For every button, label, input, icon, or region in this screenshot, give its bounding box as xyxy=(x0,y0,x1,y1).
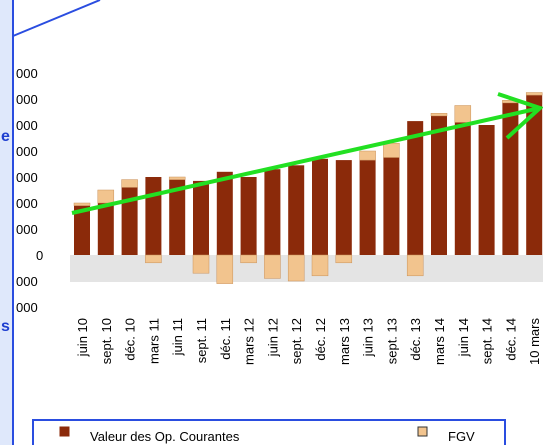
trend-arrow-head xyxy=(497,92,543,140)
x-tick-label: juin 11 xyxy=(170,318,185,356)
x-tick-label: mars 11 xyxy=(146,318,161,364)
bar xyxy=(97,189,115,204)
bar xyxy=(430,113,448,117)
bar xyxy=(73,202,91,206)
x-tick-label: sept. 11 xyxy=(194,318,209,363)
x-tick-label: sept. 10 xyxy=(99,318,114,364)
y-tick-label: 000 xyxy=(16,92,38,107)
y-tick-label: 000 xyxy=(16,222,38,237)
bar xyxy=(431,115,447,256)
legend-swatch xyxy=(59,426,70,437)
side-panel xyxy=(0,0,13,445)
y-tick-label: 000 xyxy=(16,118,38,133)
bar xyxy=(312,158,328,255)
bar xyxy=(525,92,543,96)
bar xyxy=(216,171,233,255)
negative-band xyxy=(70,255,543,282)
x-tick-label: juin 12 xyxy=(265,318,280,357)
panel-corner xyxy=(12,0,101,37)
bar xyxy=(168,176,186,180)
x-tick-label: déc. 12 xyxy=(313,318,328,361)
bar xyxy=(335,254,353,264)
bar xyxy=(145,177,162,255)
y-tick-label: 000 xyxy=(16,274,38,289)
x-tick-label: 10 mars xyxy=(527,318,542,365)
y-tick-label: 000 xyxy=(16,144,38,159)
bar xyxy=(240,177,257,255)
bar xyxy=(287,254,305,282)
y-tick-label: 0 xyxy=(36,248,43,263)
x-tick-label: juin 13 xyxy=(361,318,376,357)
bar xyxy=(383,157,400,255)
bar xyxy=(97,203,114,255)
bar xyxy=(526,95,543,255)
bar xyxy=(193,180,209,255)
bar xyxy=(406,254,424,277)
bar xyxy=(169,179,186,255)
bar xyxy=(121,187,138,255)
y-tick-label: 000 xyxy=(16,196,38,211)
bar xyxy=(240,254,257,264)
x-tick-label: déc. 14 xyxy=(503,318,518,361)
x-tick-label: juin 10 xyxy=(75,318,90,357)
bar xyxy=(311,254,329,277)
bar xyxy=(359,160,376,255)
bar xyxy=(335,160,352,255)
x-tick-label: mars 14 xyxy=(432,318,447,365)
x-tick-label: sept. 13 xyxy=(384,318,399,364)
x-tick-label: déc. 13 xyxy=(408,318,423,361)
bar xyxy=(383,142,400,158)
y-tick-label: 000 xyxy=(16,170,38,185)
bar xyxy=(74,205,90,255)
x-tick-label: déc. 10 xyxy=(123,318,138,361)
x-tick-label: mars 12 xyxy=(242,318,257,365)
bar xyxy=(454,105,472,123)
side-fragment: e xyxy=(1,128,10,145)
legend-label: FGV xyxy=(448,429,475,444)
x-tick-label: déc. 11 xyxy=(218,318,233,360)
bar xyxy=(145,254,162,264)
bar xyxy=(121,179,138,188)
bar xyxy=(216,254,234,284)
x-tick-label: juin 14 xyxy=(456,318,471,357)
legend-items: Valeur des Op. Courantes FGV xyxy=(59,426,475,444)
x-tick-label: sept. 14 xyxy=(480,318,495,364)
legend-swatch xyxy=(417,426,428,437)
x-tick-label: sept. 12 xyxy=(289,318,304,364)
side-fragment: s xyxy=(1,318,10,335)
y-tick-label: 000 xyxy=(16,66,38,81)
bar xyxy=(502,102,519,256)
bar xyxy=(288,165,305,255)
legend-label: Valeur des Op. Courantes xyxy=(90,429,240,444)
x-tick-label: mars 13 xyxy=(337,318,352,365)
bar xyxy=(359,150,376,161)
bar xyxy=(192,254,210,274)
bar xyxy=(264,254,281,279)
bar xyxy=(264,169,281,255)
y-tick-label: 000 xyxy=(16,300,38,315)
bar xyxy=(454,122,471,256)
trend-arrow xyxy=(71,106,541,215)
bar xyxy=(478,125,495,255)
bar xyxy=(407,121,424,255)
